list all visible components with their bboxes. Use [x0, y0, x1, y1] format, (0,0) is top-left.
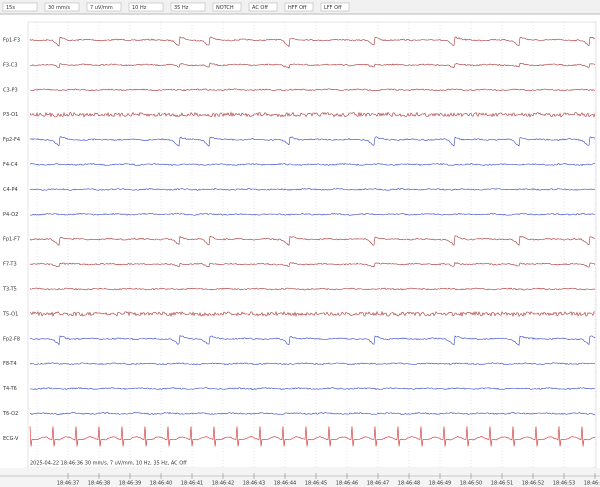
channel-trace	[29, 426, 595, 447]
toolbar-label: 30 mm/s	[48, 5, 70, 11]
channel-trace	[29, 387, 596, 391]
channel-label: P3-O1	[3, 112, 18, 118]
time-bar	[0, 468, 600, 487]
time-label: 18:46:51	[491, 481, 513, 487]
channel-label: P4-O2	[3, 212, 18, 218]
channel-trace	[29, 335, 596, 346]
channel-label: F3-C3	[3, 62, 18, 68]
channel-trace	[29, 287, 596, 291]
time-label: 18:46:44	[274, 481, 296, 487]
toolbar-label: 15s	[6, 5, 15, 11]
time-label: 18:46:46	[336, 481, 358, 487]
channel-label: Fp2-F8	[3, 336, 20, 342]
channel-label: T3-T5	[2, 287, 17, 293]
channel-trace	[30, 88, 596, 92]
toolbar-label: AC Off	[252, 5, 268, 11]
time-label: 18:46:40	[150, 481, 172, 487]
channel-trace	[29, 235, 596, 246]
toolbar-label: LFF Off	[324, 5, 342, 11]
channel-label: F7-T3	[3, 262, 17, 268]
channel-label: T4-T6	[2, 386, 17, 392]
toolbar-control[interactable]	[284, 2, 314, 12]
time-label: 18:46:52	[522, 481, 544, 487]
toolbar-label: 7 uV/mm	[90, 5, 113, 11]
time-label: 18:46:47	[367, 481, 389, 487]
channel-label: Fp1-F7	[3, 237, 20, 243]
time-label: 18:46:43	[243, 481, 265, 487]
toolbar-control[interactable]	[44, 2, 80, 12]
channel-trace	[29, 36, 596, 48]
toolbar-control[interactable]	[248, 2, 278, 12]
channel-label: F4-C4	[3, 162, 18, 168]
toolbar-control[interactable]	[170, 2, 206, 12]
toolbar-label: NOTCH	[216, 5, 234, 11]
time-label: 18:46:53	[553, 481, 575, 487]
toolbar-control[interactable]	[320, 2, 350, 12]
channel-label: F8-T4	[3, 361, 17, 367]
time-label: 18:46:41	[181, 481, 203, 487]
time-label: 18:46:45	[305, 481, 327, 487]
trace-area	[27, 21, 597, 469]
channel-label: C3-P3	[3, 87, 18, 93]
channel-label: Fp2-F4	[3, 137, 20, 143]
channel-label: T6-O2	[2, 411, 18, 417]
channel-trace	[29, 163, 596, 166]
channel-label: T5-O1	[2, 311, 18, 317]
channel-trace	[29, 212, 595, 216]
channel-trace	[29, 310, 596, 318]
toolbar-control[interactable]	[2, 2, 38, 12]
channel-label: Fp1-F3	[3, 38, 20, 44]
toolbar-control[interactable]	[86, 2, 122, 12]
channel-trace	[29, 262, 596, 268]
time-label: 18:46:54	[584, 481, 600, 487]
time-label: 18:46:37	[57, 481, 79, 487]
channel-label: C4-P4	[3, 187, 18, 193]
channel-trace	[29, 136, 596, 147]
time-label: 18:46:48	[398, 481, 420, 487]
time-label: 18:46:39	[119, 481, 141, 487]
toolbar-label: 10 Hz	[132, 5, 147, 11]
channel-trace	[29, 62, 596, 69]
time-label: 18:46:50	[460, 481, 482, 487]
toolbar-control[interactable]	[128, 2, 164, 12]
channel-trace	[29, 111, 596, 118]
toolbar-label: 35 Hz	[174, 5, 189, 11]
toolbar-control[interactable]	[212, 2, 242, 12]
channel-trace	[29, 362, 596, 366]
toolbar-label: HFF Off	[288, 5, 307, 11]
channel-trace	[29, 412, 595, 415]
channel-trace	[29, 188, 596, 191]
recording-info: 2025-04-22 18:46:36 30 mm/s, 7 uV/mm, 10…	[30, 461, 187, 467]
time-label: 18:46:42	[212, 481, 234, 487]
time-label: 18:46:49	[429, 481, 451, 487]
channel-label: ECG-V	[3, 436, 19, 442]
time-label: 18:46:38	[88, 481, 110, 487]
